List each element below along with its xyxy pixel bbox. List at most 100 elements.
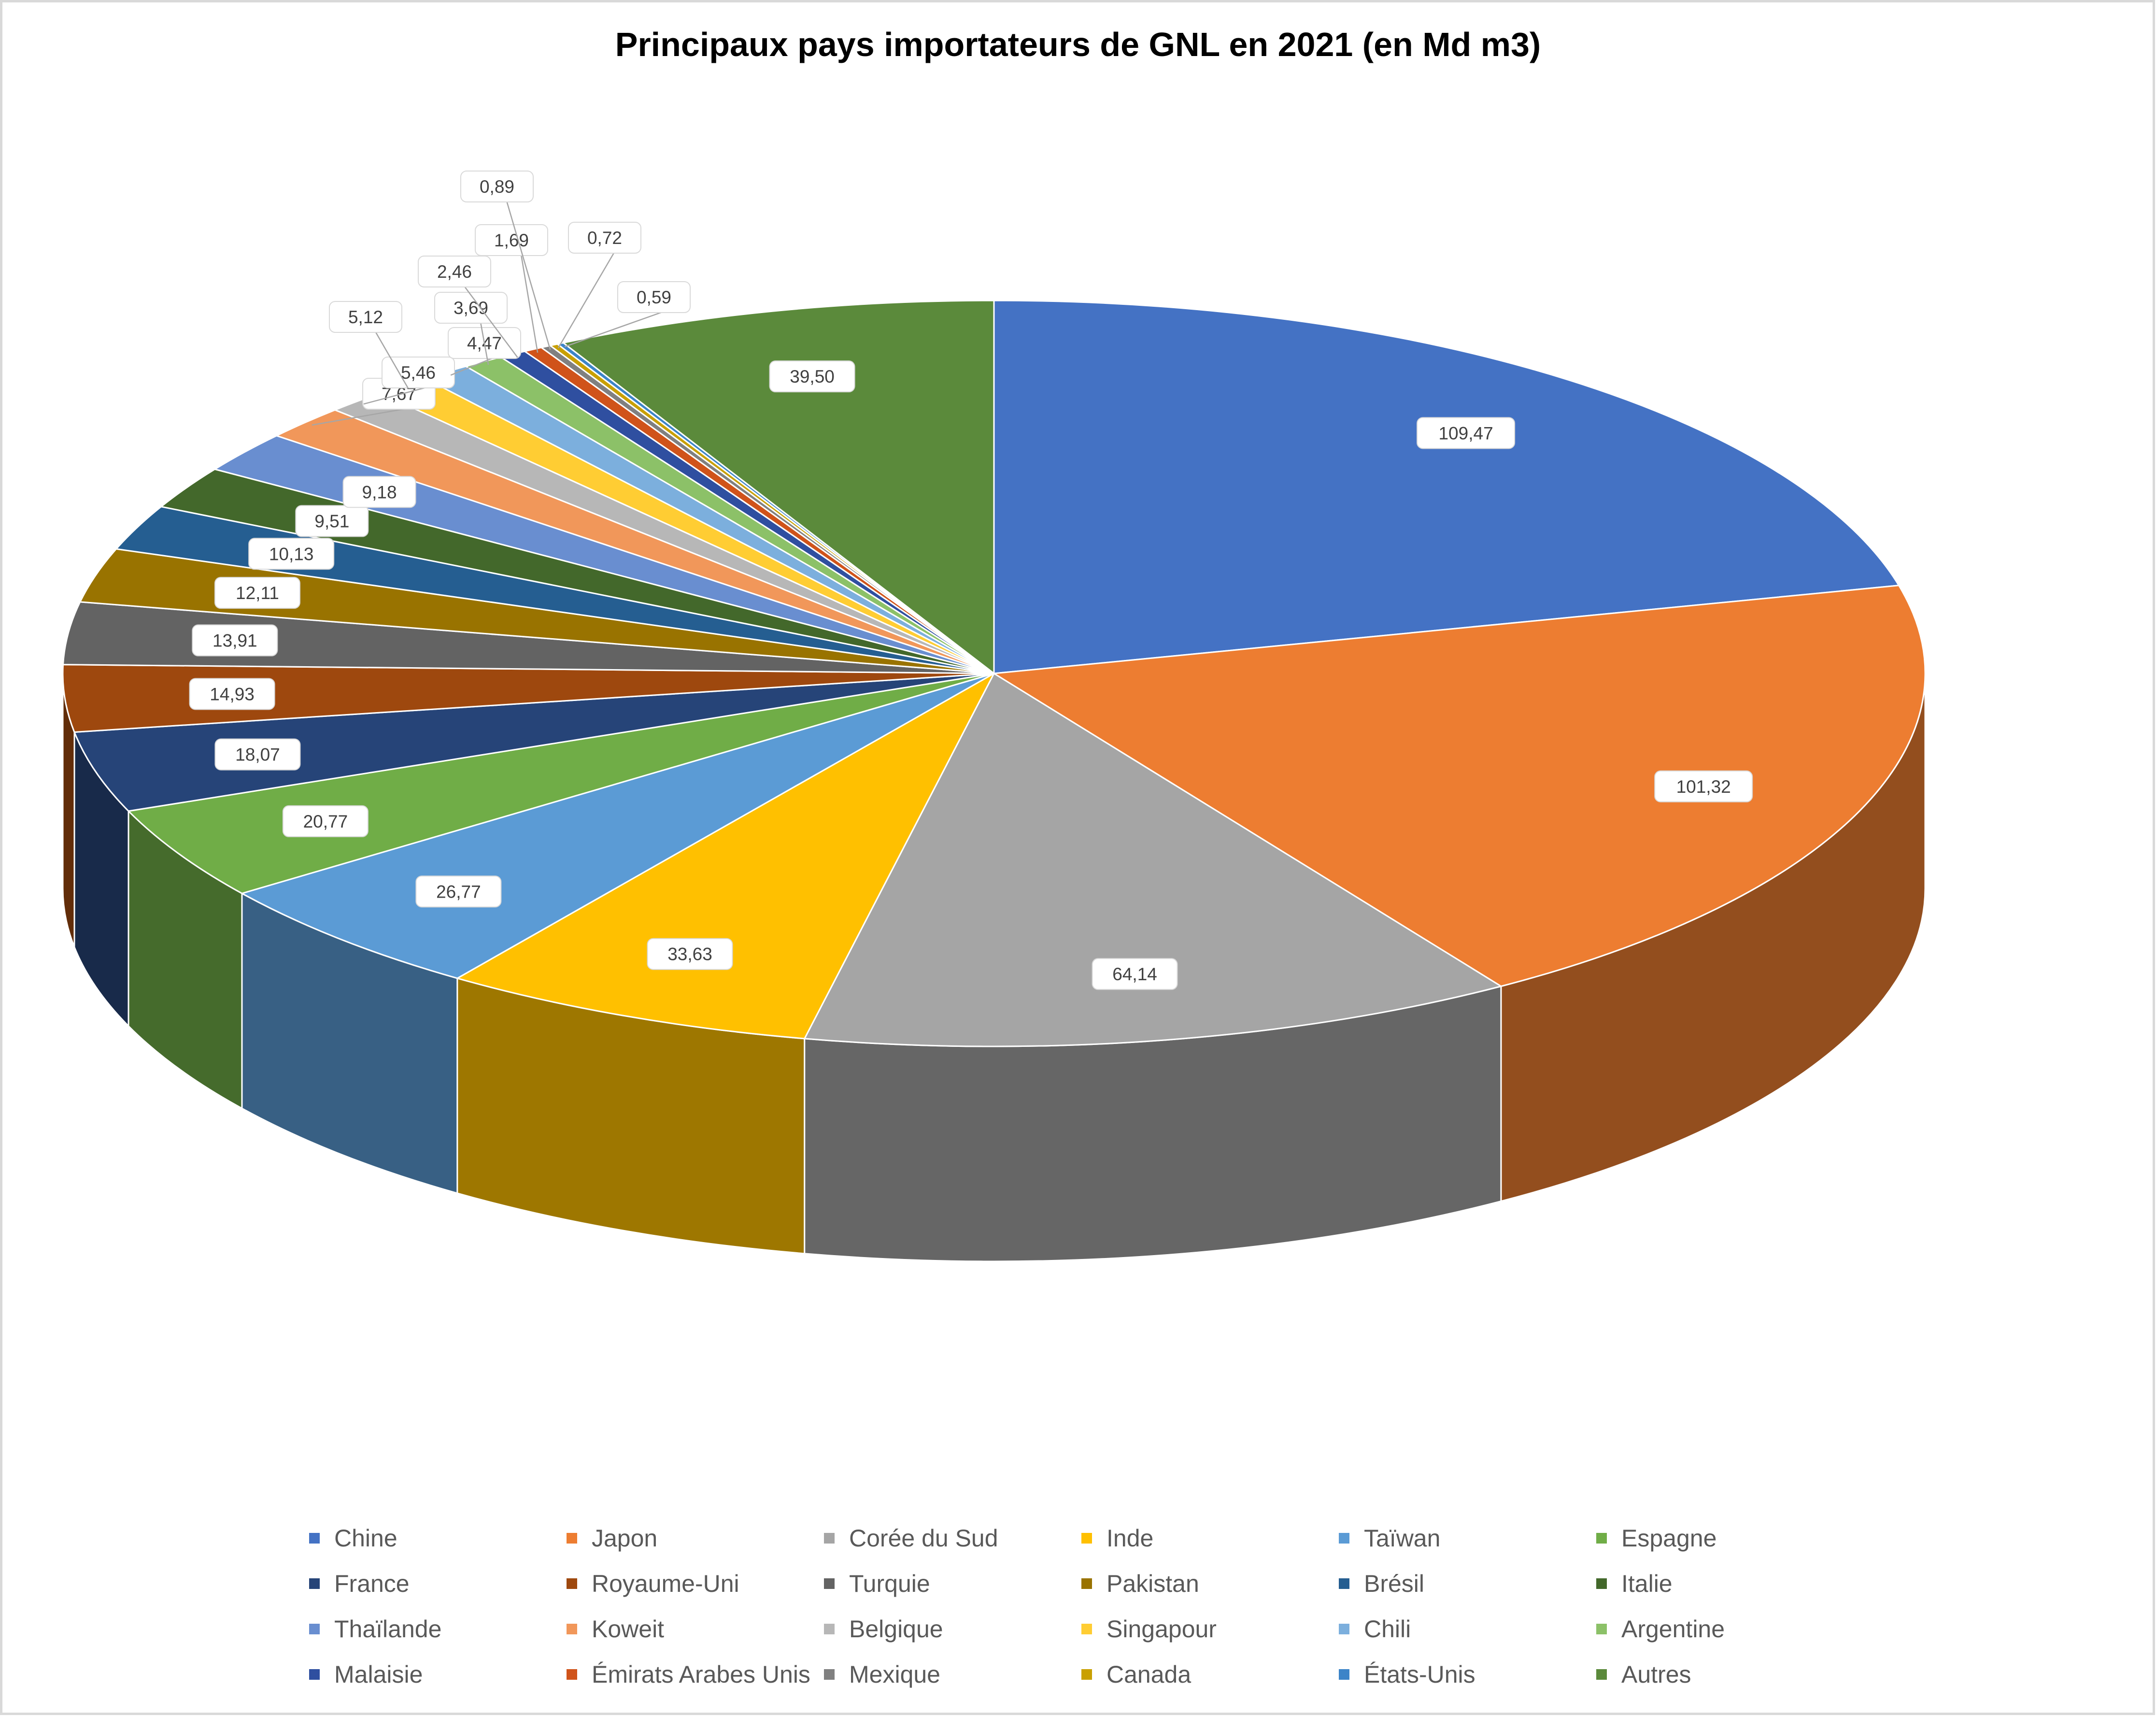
legend-swatch — [309, 1669, 320, 1680]
legend-label: Corée du Sud — [849, 1525, 998, 1552]
slice-inde — [456, 672, 995, 1040]
legend-label: Chine — [334, 1525, 397, 1552]
legend-label: Brésil — [1364, 1570, 1425, 1597]
legend-label: Malaisie — [334, 1661, 423, 1688]
slice-royaume-uni — [62, 664, 995, 733]
legend-item-italie: Italie — [1596, 1567, 1854, 1600]
legend-swatch — [1339, 1669, 1349, 1680]
slice-chine — [993, 300, 1900, 674]
svg-text:2,46: 2,46 — [437, 262, 472, 282]
legend-swatch — [1081, 1624, 1092, 1634]
legend-label: Turquie — [849, 1570, 930, 1597]
data-label-belgique: 5,46 — [382, 357, 455, 388]
slice-espagne — [128, 672, 995, 894]
legend-item-taiwan: Taïwan — [1339, 1522, 1596, 1555]
legend-item-autres: Autres — [1596, 1658, 1854, 1691]
svg-text:3,69: 3,69 — [454, 298, 488, 318]
legend-swatch — [1339, 1578, 1349, 1589]
legend-swatch — [1596, 1669, 1607, 1680]
legend-label: Singapour — [1106, 1616, 1217, 1643]
data-label-argentine: 3,69 — [434, 292, 508, 324]
legend-label: Royaume-Uni — [592, 1570, 739, 1597]
svg-text:13,91: 13,91 — [213, 631, 257, 651]
leader-line-malaisie — [463, 286, 518, 358]
legend-swatch — [309, 1624, 320, 1634]
legend-label: France — [334, 1570, 410, 1597]
leader-line-singapour — [374, 331, 409, 389]
legend-item-koweit: Koweit — [567, 1613, 824, 1645]
data-label-italie: 9,51 — [295, 505, 369, 537]
data-label-turquie: 13,91 — [192, 624, 278, 657]
svg-text:109,47: 109,47 — [1438, 423, 1493, 443]
legend-item-espagne: Espagne — [1596, 1522, 1854, 1555]
data-label-autres: 39,50 — [769, 360, 855, 393]
legend-swatch — [824, 1533, 835, 1544]
legend-label: Canada — [1106, 1661, 1191, 1688]
legend-swatch — [567, 1624, 577, 1634]
legend-item-chili: Chili — [1339, 1613, 1596, 1645]
legend-item-chine: Chine — [309, 1522, 567, 1555]
legend-label: Taïwan — [1364, 1525, 1441, 1552]
data-label-chine: 109,47 — [1417, 417, 1516, 449]
legend-swatch — [567, 1578, 577, 1589]
legend-swatch — [824, 1669, 835, 1680]
chart-legend: Chine Japon Corée du Sud Inde Taïwan Espagne F… — [309, 1522, 1913, 1691]
legend-swatch — [1339, 1624, 1349, 1634]
svg-text:26,77: 26,77 — [436, 882, 481, 901]
slice-coree-du-sud — [804, 672, 1502, 1047]
svg-text:12,11: 12,11 — [236, 583, 279, 603]
data-label-royaume-uni: 14,93 — [189, 678, 275, 710]
svg-text:14,93: 14,93 — [210, 684, 255, 704]
legend-swatch — [824, 1624, 835, 1634]
legend-swatch — [309, 1578, 320, 1589]
legend-label: Émirats Arabes Unis — [592, 1661, 810, 1688]
legend-item-thailande: Thaïlande — [309, 1613, 567, 1645]
leader-line-emirats-arabes-unis — [520, 254, 539, 353]
legend-item-mexique: Mexique — [824, 1658, 1081, 1691]
data-label-etats-unis: 0,59 — [617, 281, 691, 313]
legend-label: Pakistan — [1106, 1570, 1199, 1597]
data-label-espagne: 20,77 — [282, 805, 369, 837]
leader-line-canada — [557, 252, 615, 349]
svg-text:1,69: 1,69 — [494, 230, 529, 250]
data-label-inde: 33,63 — [647, 938, 733, 970]
legend-item-emirats-arabes-unis: Émirats Arabes Unis — [567, 1658, 824, 1691]
svg-text:5,46: 5,46 — [401, 363, 436, 383]
svg-text:5,12: 5,12 — [348, 307, 383, 327]
svg-text:64,14: 64,14 — [1112, 964, 1157, 984]
leader-line-chili — [450, 357, 495, 376]
data-label-emirats-arabes-unis: 1,69 — [475, 224, 548, 256]
legend-item-canada: Canada — [1081, 1658, 1339, 1691]
data-label-singapour: 5,12 — [329, 301, 402, 333]
legend-item-argentine: Argentine — [1596, 1613, 1854, 1645]
chart-title: Principaux pays importateurs de GNL en 2… — [615, 26, 1541, 63]
legend-swatch — [1081, 1578, 1092, 1589]
leader-line-etats-unis — [564, 311, 664, 347]
legend-swatch — [1081, 1533, 1092, 1544]
data-label-thailande: 9,18 — [342, 476, 416, 508]
legend-label: États-Unis — [1364, 1661, 1475, 1688]
legend-label: Italie — [1621, 1570, 1673, 1597]
legend-item-royaume-uni: Royaume-Uni — [567, 1567, 824, 1600]
legend-swatch — [1081, 1669, 1092, 1680]
data-label-malaisie: 2,46 — [418, 256, 491, 287]
legend-swatch — [567, 1669, 577, 1680]
legend-item-belgique: Belgique — [824, 1613, 1081, 1645]
svg-text:101,32: 101,32 — [1676, 777, 1731, 797]
legend-swatch — [824, 1578, 835, 1589]
svg-text:9,18: 9,18 — [362, 482, 397, 502]
legend-swatch — [1596, 1533, 1607, 1544]
legend-item-malaisie: Malaisie — [309, 1658, 567, 1691]
data-label-mexique: 0,89 — [460, 171, 534, 202]
legend-label: Koweit — [592, 1616, 665, 1643]
slice-autres — [562, 300, 995, 674]
legend-item-pakistan: Pakistan — [1081, 1567, 1339, 1600]
leader-line-argentine — [480, 322, 489, 365]
legend-item-bresil: Brésil — [1339, 1567, 1596, 1600]
leader-line-koweit — [312, 407, 409, 426]
svg-text:33,63: 33,63 — [667, 944, 712, 964]
svg-text:0,59: 0,59 — [637, 287, 671, 307]
data-label-france: 18,07 — [214, 738, 301, 771]
slice-japon — [993, 585, 1926, 987]
